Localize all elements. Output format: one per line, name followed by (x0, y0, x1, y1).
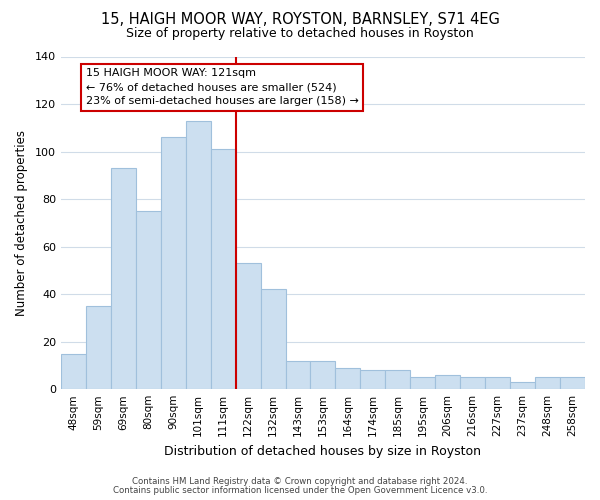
Bar (510, 382, 535, 389)
Bar (211, 149, 236, 389)
Text: 15, HAIGH MOOR WAY, ROYSTON, BARNSLEY, S71 4EG: 15, HAIGH MOOR WAY, ROYSTON, BARNSLEY, S… (101, 12, 499, 28)
Bar (111, 168, 136, 389)
Bar (310, 360, 335, 389)
Bar (385, 370, 410, 389)
Bar (86, 306, 111, 389)
Bar (535, 378, 560, 389)
X-axis label: Distribution of detached houses by size in Royston: Distribution of detached houses by size … (164, 444, 481, 458)
Bar (136, 211, 161, 389)
Bar (485, 378, 510, 389)
Bar (61, 354, 86, 389)
Bar (435, 375, 460, 389)
Bar (460, 378, 485, 389)
Bar (260, 290, 286, 389)
Bar (161, 138, 186, 389)
Bar (236, 263, 260, 389)
Bar (560, 378, 585, 389)
Bar (335, 368, 361, 389)
Text: 15 HAIGH MOOR WAY: 121sqm
← 76% of detached houses are smaller (524)
23% of semi: 15 HAIGH MOOR WAY: 121sqm ← 76% of detac… (86, 68, 359, 106)
Bar (186, 120, 211, 389)
Bar (286, 360, 310, 389)
Y-axis label: Number of detached properties: Number of detached properties (15, 130, 28, 316)
Bar (410, 378, 435, 389)
Text: Contains HM Land Registry data © Crown copyright and database right 2024.: Contains HM Land Registry data © Crown c… (132, 477, 468, 486)
Bar (361, 370, 385, 389)
Text: Contains public sector information licensed under the Open Government Licence v3: Contains public sector information licen… (113, 486, 487, 495)
Text: Size of property relative to detached houses in Royston: Size of property relative to detached ho… (126, 28, 474, 40)
